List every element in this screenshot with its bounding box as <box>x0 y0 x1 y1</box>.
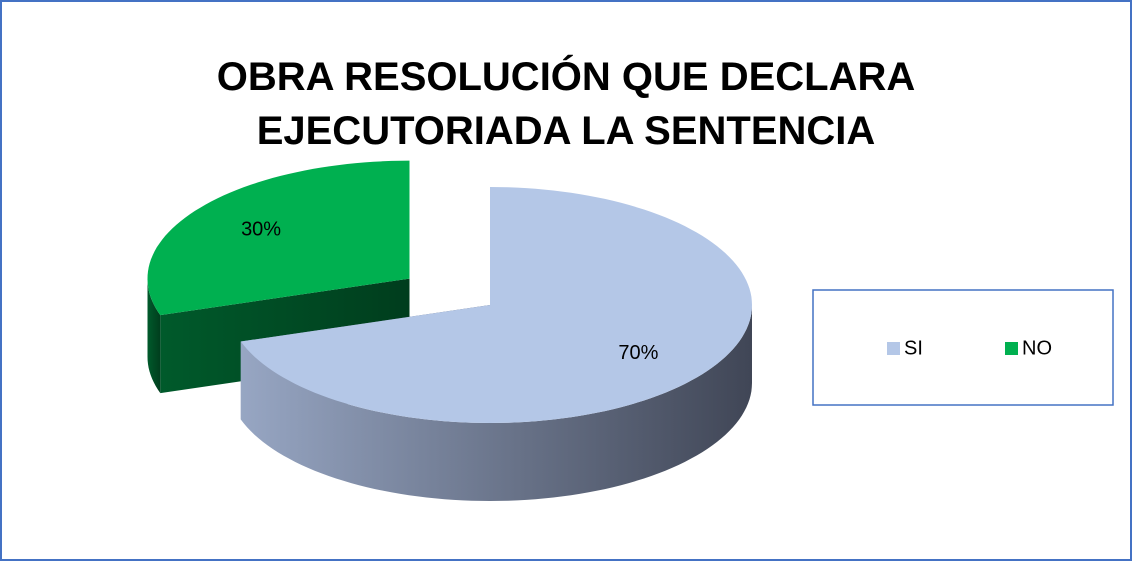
data-label: 70% <box>618 342 658 364</box>
pie-slice <box>240 187 753 423</box>
chart-title: OBRA RESOLUCIÓN QUE DECLARA EJECUTORIADA… <box>216 55 916 153</box>
pie-slice <box>147 160 410 316</box>
legend-box <box>812 289 1114 406</box>
legend: SI NO <box>887 337 1052 359</box>
pie: 30% 70% <box>147 160 753 501</box>
slice-outer-wall <box>147 278 161 394</box>
data-label: 30% <box>241 218 281 240</box>
legend-label: SI <box>904 337 923 359</box>
legend-swatch <box>887 342 900 355</box>
legend-label: NO <box>1022 337 1052 359</box>
legend-swatch <box>1005 342 1018 355</box>
slice-outer-wall <box>240 305 753 501</box>
